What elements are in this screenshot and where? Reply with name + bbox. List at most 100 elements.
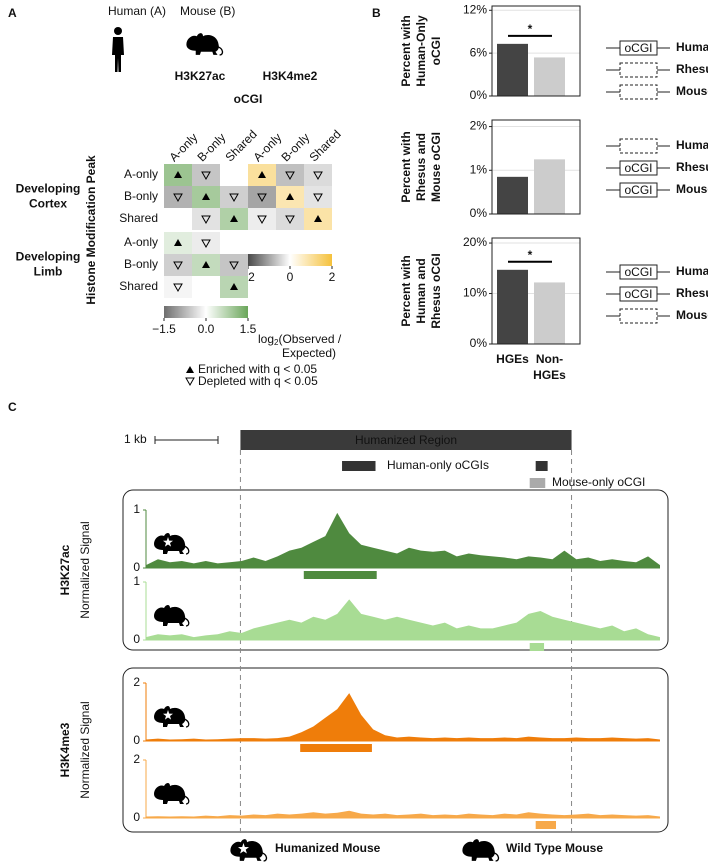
depleted-marker <box>173 193 183 203</box>
depleted-symbol <box>185 377 195 387</box>
legend-title: Expected) <box>282 346 336 360</box>
plot-frame <box>491 119 581 215</box>
y-axis-label: Percent with <box>399 15 413 86</box>
legend-title-sub: 2 <box>274 338 279 347</box>
humanized-region <box>240 430 572 450</box>
bar <box>534 282 565 344</box>
depleted-marker <box>257 215 267 225</box>
ocgi-box-label: oCGI <box>624 183 652 197</box>
column-label: B-only <box>278 130 312 164</box>
mark2-label: H3K4me2 <box>263 69 318 83</box>
y-tick-label: 1 <box>133 574 140 588</box>
color-legend <box>164 306 248 318</box>
human-ocgi <box>342 461 376 471</box>
depleted-marker <box>201 239 211 249</box>
species-label: Rhesus <box>676 62 708 76</box>
row-label: Shared <box>119 211 158 225</box>
track-y-label: Normalized Signal <box>78 521 92 618</box>
row-label: B-only <box>124 189 158 203</box>
y-tick-label: 2 <box>133 752 140 766</box>
legend-title: log2(Observed / <box>258 332 342 347</box>
track-mark-label: H3K27ac <box>58 544 72 595</box>
ocgi-box-label: oCGI <box>624 287 652 301</box>
enriched-marker <box>258 171 266 178</box>
heatmap-cell <box>220 186 248 208</box>
panel-label: C <box>8 400 17 414</box>
mouse-icon <box>185 32 224 56</box>
heatmap-cell <box>220 254 248 276</box>
mouse-icon <box>153 705 190 728</box>
enriched-symbol <box>186 366 194 373</box>
enriched-marker <box>174 171 182 178</box>
ocgi-box-label: oCGI <box>624 265 652 279</box>
depleted-marker <box>285 171 295 181</box>
heatmap-cell <box>304 186 332 208</box>
y-axis-label: Human-Only <box>414 15 428 87</box>
depleted-marker <box>173 261 183 271</box>
mouse-icon <box>153 782 190 805</box>
y-axis-label: Human and <box>414 258 428 323</box>
tissue-label: Developing <box>16 250 81 264</box>
legend-tick-label: −1.5 <box>152 322 176 336</box>
bar <box>534 159 565 214</box>
signal-area <box>146 599 660 640</box>
y-tick-label: 0% <box>470 88 488 102</box>
species-label: Mouse <box>676 182 708 196</box>
heatmap-cell <box>192 164 220 186</box>
y-tick-label: 0% <box>470 336 488 350</box>
legend-tick-label: 2 <box>329 270 336 284</box>
species-label: Human <box>676 138 708 152</box>
column-label: A-only <box>166 130 200 164</box>
depleted-marker <box>201 215 211 225</box>
mouse-icon <box>461 838 500 862</box>
human-ocgi-label: Human-only oCGIs <box>387 458 489 472</box>
mouse-ocgi <box>529 478 546 488</box>
ocgi-box <box>619 138 658 154</box>
y-axis-label: Percent with <box>399 255 413 326</box>
bar <box>534 57 565 96</box>
heatmap-cell <box>276 208 304 230</box>
x-tick-label: Non- <box>536 352 563 366</box>
column-label: B-only <box>194 130 228 164</box>
depleted-marker <box>257 193 267 203</box>
heatmap-cell <box>276 164 304 186</box>
mouse-icon <box>153 532 190 555</box>
x-tick-label: HGEs <box>496 352 529 366</box>
plot-frame <box>491 237 581 345</box>
depleted-marker <box>229 261 239 271</box>
plot-frame <box>491 5 581 97</box>
enriched-marker <box>174 239 182 246</box>
ocgi-box <box>619 286 658 302</box>
y-axis-label: Percent with <box>399 131 413 202</box>
human-icon <box>112 27 124 72</box>
bar <box>497 269 528 344</box>
enriched-label: Enriched with q < 0.05 <box>198 362 317 376</box>
y-tick-label: 20% <box>463 235 487 249</box>
enriched-marker <box>202 261 210 268</box>
human-label: Human (A) <box>108 4 166 18</box>
heatmap-cell <box>220 232 248 254</box>
panel-label: A <box>8 6 17 20</box>
humanized-label: Humanized Mouse <box>275 841 381 855</box>
y-axis-label: oCGI <box>429 37 443 66</box>
peak-call <box>529 643 545 651</box>
bar <box>497 43 528 96</box>
y-tick-label: 12% <box>463 2 487 16</box>
mouse-icon <box>229 838 268 862</box>
species-label: Mouse <box>676 84 708 98</box>
ocgi-box <box>619 40 658 56</box>
legend-tick-label: 0.0 <box>198 322 215 336</box>
panel-label: B <box>372 6 381 20</box>
heatmap-cell <box>220 164 248 186</box>
heatmap-cell <box>164 276 192 298</box>
scale-label: 1 kb <box>124 432 147 446</box>
heatmap-cell <box>248 208 276 230</box>
mouse-ocgi-label: Mouse-only oCGI <box>552 475 645 489</box>
mouse-label: Mouse (B) <box>180 4 235 18</box>
species-label: Human <box>676 40 708 54</box>
row-axis-label: Histone Modification Peak <box>84 155 98 305</box>
mouse-icon <box>153 604 190 627</box>
y-tick-label: 0% <box>470 206 488 220</box>
legend-tick-label: 1.5 <box>240 322 257 336</box>
